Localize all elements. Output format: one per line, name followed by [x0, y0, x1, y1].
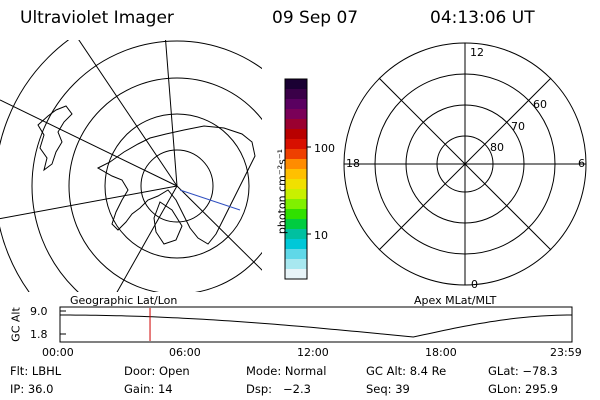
- altitude-ytick-low: 1.8: [30, 328, 48, 341]
- colorbar-swatch: [285, 269, 307, 280]
- gain-info: Gain: 14: [124, 382, 173, 396]
- filter-info: Flt: LBHL: [10, 364, 62, 378]
- colorbar-swatch: [285, 159, 307, 170]
- colorbar-swatches: [285, 79, 307, 280]
- colorbar-swatch: [285, 89, 307, 100]
- colorbar-swatch: [285, 189, 307, 200]
- mlat-label-80: 80: [490, 141, 504, 154]
- mlt-label-6: 6: [578, 157, 585, 170]
- latitude-circles: [0, 40, 262, 292]
- colorbar-swatch: [285, 219, 307, 230]
- altitude-plot: [59, 306, 573, 343]
- longitude-lines: [0, 40, 262, 292]
- colorbar-swatch: [285, 249, 307, 260]
- seq-info: Seq: 39: [366, 382, 410, 396]
- colorbar-swatch: [285, 149, 307, 160]
- gc-alt-info: GC Alt: 8.4 Re: [366, 364, 447, 378]
- mlt-label-18: 18: [346, 157, 360, 170]
- colorbar-swatch: [285, 209, 307, 220]
- dsp-info: Dsp: −2.3: [246, 382, 311, 396]
- mlat-label-60: 60: [533, 98, 547, 111]
- mlt-label-12: 12: [470, 46, 484, 59]
- door-info: Door: Open: [124, 364, 190, 378]
- coastline-ice-shelf: [153, 201, 183, 245]
- time-tick-1200: 12:00: [297, 346, 329, 359]
- colorbar-swatch: [285, 239, 307, 250]
- altitude-ylabel: GC Alt: [9, 307, 23, 342]
- time-tick-0000: 00:00: [42, 346, 74, 359]
- colorbar-swatch: [285, 79, 307, 90]
- colorbar-swatch: [285, 109, 307, 120]
- altitude-ytick-high: 9.0: [30, 305, 48, 318]
- colorbar-swatch: [285, 199, 307, 210]
- coastline-antarctic-peninsula: [96, 125, 256, 245]
- colorbar-swatch: [285, 99, 307, 110]
- mlat-label-70: 70: [511, 120, 525, 133]
- colorbar-swatch: [285, 179, 307, 190]
- time-tick-2359: 23:59: [550, 346, 582, 359]
- time-label: 04:13:06 UT: [430, 8, 535, 28]
- glat-info: GLat: −78.3: [488, 364, 558, 378]
- colorbar-tick-100-label: 100: [314, 142, 335, 155]
- magnetic-map: [343, 42, 587, 286]
- geographic-map: [0, 40, 262, 292]
- colorbar-swatch: [285, 139, 307, 150]
- colorbar-swatch: [285, 259, 307, 270]
- instrument-title: Ultraviolet Imager: [20, 8, 174, 28]
- colorbar-swatch: [285, 169, 307, 180]
- glon-info: GLon: 295.9: [488, 382, 558, 396]
- colorbar-unit-label: photon cm⁻²s⁻¹: [275, 148, 289, 235]
- colorbar-swatch: [285, 119, 307, 130]
- mlt-label-0: 0: [471, 278, 478, 291]
- time-tick-1800: 18:00: [425, 346, 457, 359]
- time-tick-0600: 06:00: [169, 346, 201, 359]
- ip-info: IP: 36.0: [10, 382, 54, 396]
- colorbar-swatch: [285, 229, 307, 240]
- mode-info: Mode: Normal: [246, 364, 327, 378]
- track-line: [179, 189, 241, 211]
- colorbar-tick-10-label: 10: [314, 229, 328, 242]
- date-label: 09 Sep 07: [272, 8, 359, 28]
- right-map-caption: Apex MLat/MLT: [414, 294, 497, 307]
- coastline-south-america: [37, 105, 73, 172]
- altitude-curve: [60, 314, 572, 338]
- colorbar-swatch: [285, 129, 307, 140]
- colorbar: [284, 78, 311, 280]
- left-map-caption: Geographic Lat/Lon: [70, 294, 178, 307]
